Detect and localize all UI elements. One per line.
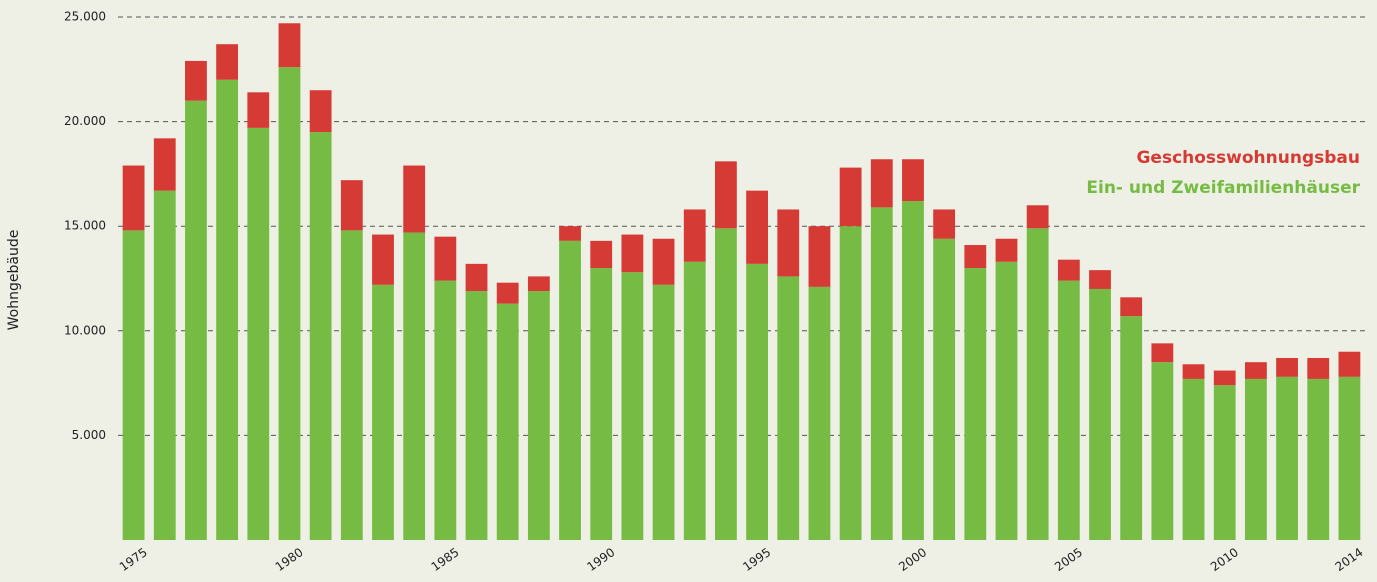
bar-segment (1214, 371, 1236, 386)
bar-segment (902, 201, 924, 540)
bar-segment (1307, 358, 1329, 379)
bar-segment (684, 209, 706, 261)
bar-segment (1276, 358, 1298, 377)
bar-segment (1058, 260, 1080, 281)
bar-segment (840, 226, 862, 540)
chart: Wohngebäude 5.000 10.000 15.000 20.000 25.00… (0, 0, 1377, 582)
bar-segment (1089, 270, 1111, 289)
bar-segment (653, 239, 675, 285)
bar-segment (123, 230, 145, 540)
bar-segment (154, 191, 176, 540)
bar-segment (1151, 362, 1173, 540)
bar-segment (746, 191, 768, 264)
bar-segment (715, 228, 737, 540)
bar-segment (497, 304, 519, 540)
x-tick-label: 1990 (584, 545, 617, 574)
bar-segment (777, 276, 799, 540)
x-tick-label: 2000 (896, 545, 929, 574)
bar-segment (1214, 385, 1236, 540)
bar-segment (247, 128, 269, 540)
bar-segment (185, 101, 207, 540)
bar-segment (247, 92, 269, 128)
bar-segment (559, 241, 581, 540)
bar-segment (1058, 281, 1080, 540)
bar-segment (809, 226, 831, 287)
x-tick-label: 1995 (740, 545, 773, 574)
bar-segment (466, 264, 488, 291)
bar-segment (964, 268, 986, 540)
bar-segment (466, 291, 488, 540)
bar-segment (902, 159, 924, 201)
x-tick-label: 2005 (1052, 545, 1085, 574)
bar-segment (996, 239, 1018, 262)
bar-segment (216, 80, 238, 540)
x-tick-label: 1975 (117, 545, 150, 574)
bar-segment (279, 67, 301, 540)
x-tick-label: 2010 (1208, 545, 1241, 574)
bar-segment (1027, 205, 1049, 228)
y-tick-label: 10.000 (64, 323, 106, 337)
x-tick-label: 1980 (273, 545, 306, 574)
bar-segment (434, 237, 456, 281)
bar-segment (1120, 316, 1142, 540)
bar-segment (341, 230, 363, 540)
bar-segment (403, 166, 425, 233)
bar-segment (372, 235, 394, 285)
bar-segment (1276, 377, 1298, 540)
bar-segment (1307, 379, 1329, 540)
y-tick-label: 20.000 (64, 114, 106, 128)
bar-segment (528, 291, 550, 540)
bar-segment (1151, 343, 1173, 362)
bar-segment (653, 285, 675, 540)
bar-segment (1120, 297, 1142, 316)
bar-segment (840, 168, 862, 227)
legend-label: Ein- und Zweifamilienhäuser (1086, 178, 1360, 198)
bar-segment (559, 226, 581, 241)
x-tick-label: 2014 (1333, 545, 1366, 574)
legend-label: Geschosswohnungsbau (1136, 148, 1360, 168)
bar-segment (497, 283, 519, 304)
bar-segment (279, 23, 301, 67)
bar-segment (590, 268, 612, 540)
bar-segment (715, 161, 737, 228)
bar-segment (1245, 362, 1267, 379)
y-axis-label: Wohngebäude (6, 230, 22, 331)
bar-segment (1089, 289, 1111, 540)
bar-segment (996, 262, 1018, 540)
bar-segment (590, 241, 612, 268)
bar-segment (372, 285, 394, 540)
bar-segment (684, 262, 706, 540)
bar-segment (964, 245, 986, 268)
bar-segment (746, 264, 768, 540)
bar-segment (1339, 377, 1361, 540)
bar-segment (528, 276, 550, 291)
bar-segment (777, 209, 799, 276)
bar-segment (403, 232, 425, 540)
bar-segment (123, 166, 145, 231)
bar-segment (933, 239, 955, 540)
x-tick-label: 1985 (429, 545, 462, 574)
bar-segment (1183, 379, 1205, 540)
y-tick-label: 5.000 (72, 428, 106, 442)
y-tick-label: 15.000 (64, 219, 106, 233)
bar-segment (185, 61, 207, 101)
bar-segment (1339, 352, 1361, 377)
bar-segment (216, 44, 238, 80)
bar-segment (1245, 379, 1267, 540)
bar-segment (341, 180, 363, 230)
bar-segment (310, 132, 332, 540)
bar-segment (154, 138, 176, 190)
bar-segment (809, 287, 831, 540)
bar-segment (871, 159, 893, 207)
bar-segment (1027, 228, 1049, 540)
bar-segment (933, 209, 955, 238)
bar-segment (621, 272, 643, 540)
bar-segment (434, 281, 456, 540)
y-tick-label: 25.000 (64, 10, 106, 24)
bar-segment (1183, 364, 1205, 379)
bar-segment (310, 90, 332, 132)
bar-segment (621, 235, 643, 273)
bar-segment (871, 207, 893, 540)
